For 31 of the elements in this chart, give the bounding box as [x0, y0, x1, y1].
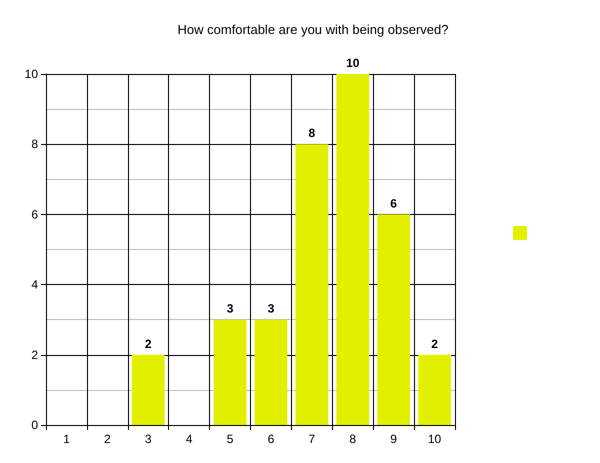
y-tick-label: 2 [31, 348, 38, 362]
x-tick-label: 3 [144, 432, 152, 446]
bar [132, 354, 165, 425]
y-tick-label: 10 [24, 67, 38, 81]
data-label: 6 [390, 196, 398, 210]
data-label: 10 [346, 56, 360, 70]
bar [254, 320, 288, 425]
x-tick-label: 10 [428, 432, 442, 446]
y-tick-label: 0 [31, 418, 38, 432]
x-tick-label: 5 [226, 432, 234, 446]
x-tick-label: 1 [63, 432, 70, 446]
y-tick-label: 6 [31, 207, 38, 222]
chart-title: How comfortable are you with being observed? [178, 22, 448, 37]
x-tick-label: 4 [186, 432, 193, 446]
x-tick-label: 9 [390, 432, 398, 446]
data-label: 2 [431, 336, 438, 351]
y-tick-label: 8 [31, 137, 38, 152]
bar [418, 354, 451, 425]
data-label: 3 [268, 302, 275, 316]
data-label: 2 [144, 336, 152, 351]
x-tick-label: 8 [349, 432, 356, 446]
bar [336, 74, 370, 425]
data-label: 8 [308, 126, 316, 140]
y-tick-label: 4 [31, 278, 38, 292]
x-tick-label: 2 [104, 432, 112, 446]
x-tick-label: 7 [308, 432, 316, 446]
bar [214, 320, 246, 425]
bar [377, 214, 410, 425]
x-tick-label: 6 [268, 432, 275, 446]
bar [295, 144, 328, 425]
data-label: 3 [226, 302, 234, 316]
